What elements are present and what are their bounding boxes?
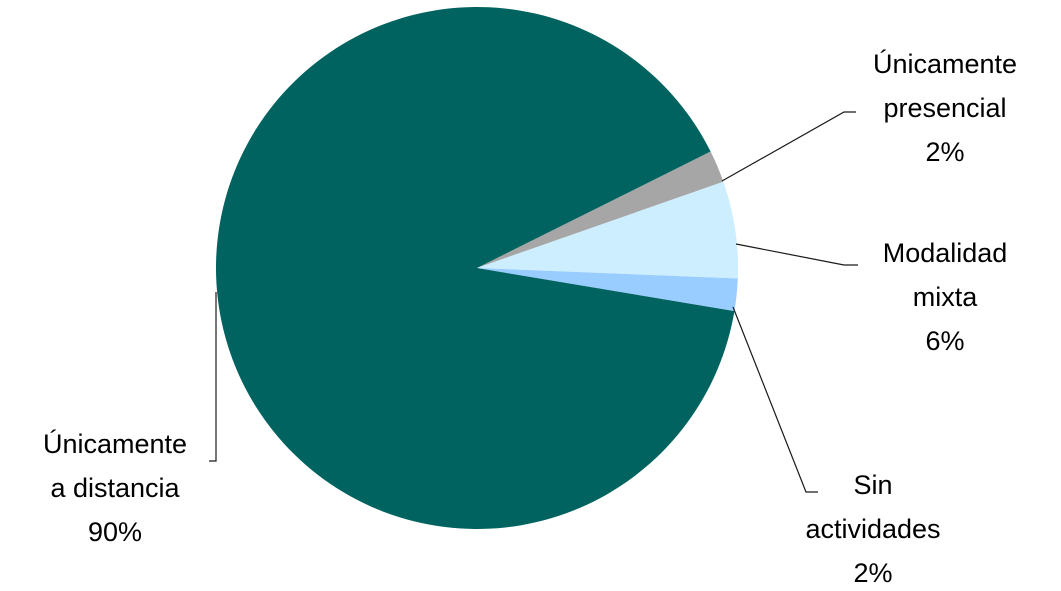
pie-slice-3 [477, 268, 738, 312]
slice-category-label: actividades [805, 514, 940, 544]
pie-slice-2 [477, 181, 738, 279]
slice-category-label: Sin [853, 470, 892, 500]
slice-label-0: Únicamente a distancia 90% [43, 428, 187, 547]
slice-category-label: a distancia [50, 473, 180, 503]
slice-value-label: 6% [925, 326, 964, 356]
slice-category-label: presencial [883, 93, 1006, 123]
slice-category-label: mixta [913, 282, 978, 312]
pie-slice-1 [477, 151, 724, 268]
slice-category-label: Únicamente [873, 48, 1017, 79]
leader-line-0 [209, 292, 217, 462]
leader-line-2 [735, 243, 858, 266]
slice-label-3: Sin actividades 2% [805, 470, 940, 588]
slice-label-1: Únicamente presencial 2% [873, 48, 1017, 167]
leader-line-1 [721, 111, 856, 182]
slice-label-2: Modalidad mixta 6% [883, 238, 1008, 356]
slice-category-label: Únicamente [43, 428, 187, 459]
slice-value-label: 2% [925, 137, 964, 167]
leader-line-3 [732, 306, 818, 493]
slice-value-label: 2% [853, 558, 892, 586]
slice-category-label: Modalidad [883, 238, 1008, 268]
pie-slice-0 [216, 6, 735, 529]
slice-value-label: 90% [88, 517, 142, 547]
